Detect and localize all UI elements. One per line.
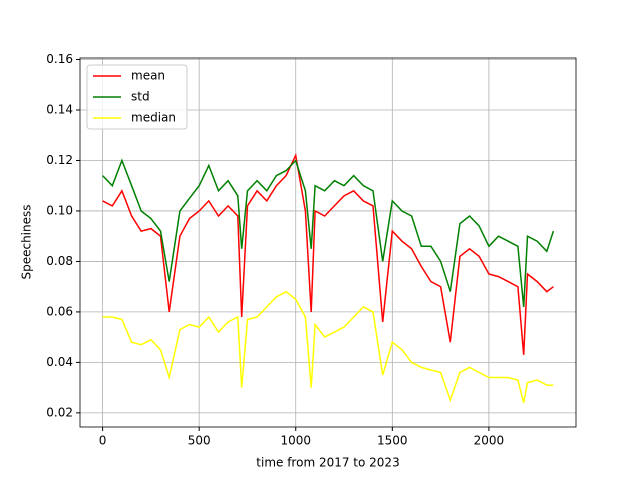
y-tick-label: 0.16 xyxy=(46,52,73,66)
y-tick-label: 0.06 xyxy=(46,304,73,318)
y-axis-label: Speechiness xyxy=(20,204,34,279)
y-tick-label: 0.12 xyxy=(46,153,73,167)
y-tick-label: 0.14 xyxy=(46,102,73,116)
line-series xyxy=(102,290,554,403)
y-tick-label: 0.04 xyxy=(46,355,73,369)
x-tick-label: 0 xyxy=(99,434,107,448)
x-tick-label: 1500 xyxy=(377,434,408,448)
legend-label: std xyxy=(131,90,150,104)
legend-box xyxy=(86,64,188,130)
x-tick-label: 2000 xyxy=(474,434,505,448)
x-tick-label: 1000 xyxy=(280,434,311,448)
y-tick-label: 0.02 xyxy=(46,405,73,419)
line-series xyxy=(102,158,555,307)
x-tick-label: 500 xyxy=(188,434,211,448)
legend-label: median xyxy=(131,111,176,125)
plot-frame xyxy=(79,57,577,428)
legend-label: mean xyxy=(131,69,165,83)
line-series xyxy=(102,152,554,355)
y-tick-label: 0.10 xyxy=(46,203,73,217)
x-axis-label: time from 2017 to 2023 xyxy=(256,456,399,470)
y-tick-label: 0.08 xyxy=(46,254,73,268)
